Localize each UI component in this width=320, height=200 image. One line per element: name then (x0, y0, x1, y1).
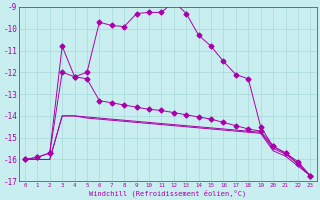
X-axis label: Windchill (Refroidissement éolien,°C): Windchill (Refroidissement éolien,°C) (89, 189, 246, 197)
